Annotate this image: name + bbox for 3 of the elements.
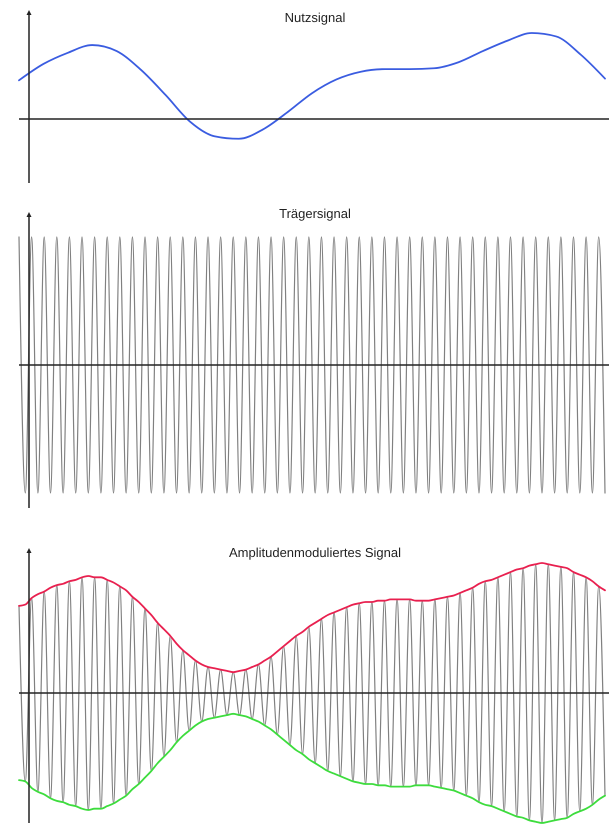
chart-title: Amplitudenmoduliertes Signal: [229, 545, 402, 560]
chart-title: Trägersignal: [279, 206, 351, 221]
chart-title: Nutzsignal: [284, 10, 346, 25]
